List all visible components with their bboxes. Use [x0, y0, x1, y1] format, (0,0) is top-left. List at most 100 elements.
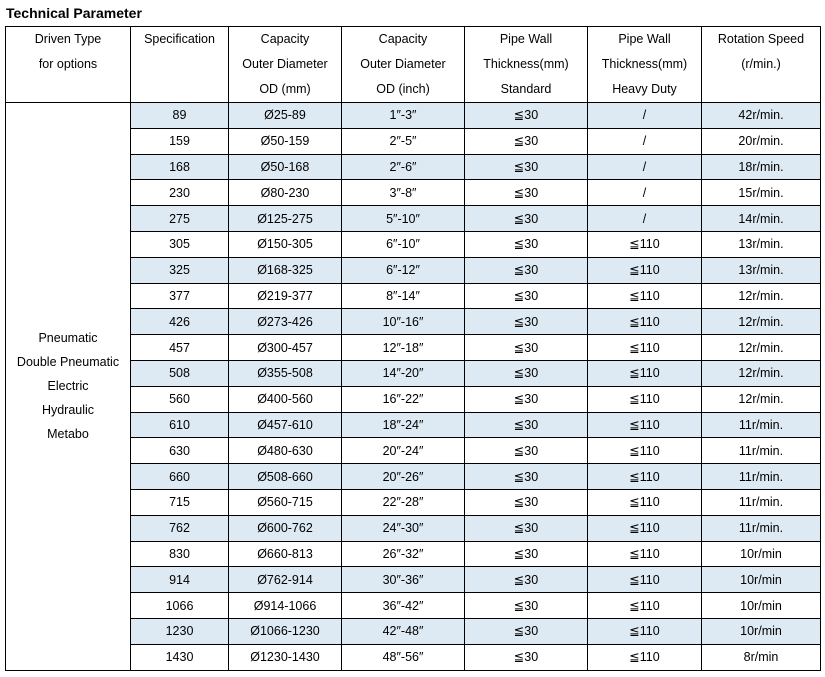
specification-cell: 275 [130, 205, 229, 232]
od-inch-cell: 30″-36″ [341, 566, 465, 594]
rotation-speed-cell: 15r/min. [701, 179, 821, 207]
wall-heavy-duty-cell: ≦110 [587, 463, 702, 490]
specification-cell: 610 [130, 411, 229, 439]
rotation-speed-cell: 8r/min [701, 643, 821, 671]
rotation-speed-cell: 18r/min. [701, 153, 821, 181]
od-mm-cell: Ø50-159 [228, 127, 342, 155]
wall-heavy-duty-cell: ≦110 [587, 282, 702, 310]
specification-cell: 457 [130, 334, 229, 361]
od-inch-cell: 18″-24″ [341, 411, 465, 439]
table-row: 715 Ø560-715 22″-28″ ≦30 ≦110 11r/min. [6, 488, 821, 516]
wall-standard-cell: ≦30 [464, 282, 588, 310]
rotation-speed-cell: 13r/min. [701, 256, 821, 284]
rotation-speed-cell: 11r/min. [701, 437, 821, 465]
header-line: for options [38, 57, 98, 71]
table-row: 377 Ø219-377 8″-14″ ≦30 ≦110 12r/min. [6, 282, 821, 310]
od-inch-cell: 24″-30″ [341, 514, 465, 542]
rotation-speed-cell: 12r/min. [701, 359, 821, 387]
specification-cell: 630 [130, 437, 229, 465]
rotation-speed-cell: 10r/min [701, 540, 821, 568]
rotation-speed-cell: 11r/min. [701, 463, 821, 490]
wall-standard-cell: ≦30 [464, 411, 588, 439]
wall-standard-cell: ≦30 [464, 514, 588, 542]
wall-standard-cell: ≦30 [464, 488, 588, 516]
wall-standard-cell: ≦30 [464, 127, 588, 155]
header-line: Pipe Wall [618, 32, 671, 46]
wall-standard-cell: ≦30 [464, 256, 588, 284]
header-line: (r/min.) [741, 57, 781, 71]
specification-cell: 89 [130, 102, 229, 129]
rotation-speed-cell: 12r/min. [701, 282, 821, 310]
specification-cell: 1430 [130, 643, 229, 671]
rotation-speed-cell: 11r/min. [701, 411, 821, 439]
wall-standard-cell: ≦30 [464, 643, 588, 671]
wall-heavy-duty-cell: / [587, 102, 702, 129]
rotation-speed-cell: 12r/min. [701, 385, 821, 413]
header-line: Standard [500, 82, 552, 96]
od-inch-cell: 6″-12″ [341, 256, 465, 284]
od-inch-cell: 12″-18″ [341, 334, 465, 361]
od-inch-cell: 26″-32″ [341, 540, 465, 568]
specification-cell: 168 [130, 153, 229, 181]
table-row: 560 Ø400-560 16″-22″ ≦30 ≦110 12r/min. [6, 385, 821, 413]
specification-cell: 325 [130, 256, 229, 284]
driven-type-item: Electric [47, 379, 89, 394]
driven-type-item: Metabo [47, 427, 89, 442]
od-inch-cell: 2″-6″ [341, 153, 465, 181]
header-wall-standard: Pipe Wall Thickness(mm) Standard [464, 26, 588, 103]
specification-cell: 914 [130, 566, 229, 594]
od-inch-cell: 8″-14″ [341, 282, 465, 310]
od-inch-cell: 14″-20″ [341, 359, 465, 387]
header-capacity-od-mm: Capacity Outer Diameter OD (mm) [228, 26, 342, 103]
wall-standard-cell: ≦30 [464, 308, 588, 336]
od-inch-cell: 5″-10″ [341, 205, 465, 232]
wall-standard-cell: ≦30 [464, 592, 588, 619]
wall-standard-cell: ≦30 [464, 179, 588, 207]
wall-heavy-duty-cell: ≦110 [587, 488, 702, 516]
od-mm-cell: Ø300-457 [228, 334, 342, 361]
od-mm-cell: Ø1066-1230 [228, 617, 342, 645]
od-inch-cell: 36″-42″ [341, 592, 465, 619]
od-inch-cell: 16″-22″ [341, 385, 465, 413]
wall-heavy-duty-cell: ≦110 [587, 566, 702, 594]
rotation-speed-cell: 11r/min. [701, 514, 821, 542]
od-inch-cell: 22″-28″ [341, 488, 465, 516]
header-line: Capacity [260, 32, 310, 46]
table-row: 426 Ø273-426 10″-16″ ≦30 ≦110 12r/min. [6, 308, 821, 336]
wall-standard-cell: ≦30 [464, 102, 588, 129]
rotation-speed-cell: 10r/min [701, 566, 821, 594]
rotation-speed-cell: 20r/min. [701, 127, 821, 155]
wall-heavy-duty-cell: ≦110 [587, 514, 702, 542]
wall-heavy-duty-cell: / [587, 179, 702, 207]
table-row: 914 Ø762-914 30″-36″ ≦30 ≦110 10r/min [6, 566, 821, 594]
od-mm-cell: Ø150-305 [228, 230, 342, 258]
driven-type-cell: Pneumatic Double Pneumatic Electric Hydraul… [5, 102, 131, 671]
od-mm-cell: Ø560-715 [228, 488, 342, 516]
header-driven-type: Driven Type for options [5, 26, 131, 103]
table-row: 762 Ø600-762 24″-30″ ≦30 ≦110 11r/min. [6, 514, 821, 542]
header-line: OD (mm) [259, 82, 311, 96]
wall-standard-cell: ≦30 [464, 359, 588, 387]
od-inch-cell: 3″-8″ [341, 179, 465, 207]
wall-heavy-duty-cell: ≦110 [587, 308, 702, 336]
driven-type-item: Pneumatic [38, 331, 98, 346]
table-row: 830 Ø660-813 26″-32″ ≦30 ≦110 10r/min [6, 540, 821, 568]
od-mm-cell: Ø400-560 [228, 385, 342, 413]
specification-cell: 305 [130, 230, 229, 258]
wall-heavy-duty-cell: ≦110 [587, 592, 702, 619]
od-mm-cell: Ø80-230 [228, 179, 342, 207]
table-row: 230 Ø80-230 3″-8″ ≦30/15r/min. [6, 179, 821, 207]
od-mm-cell: Ø914-1066 [228, 592, 342, 619]
specification-cell: 830 [130, 540, 229, 568]
header-wall-heavy-duty: Pipe Wall Thickness(mm) Heavy Duty [587, 26, 702, 103]
specification-cell: 560 [130, 385, 229, 413]
header-line: Thickness(mm) [483, 57, 569, 71]
specification-cell: 377 [130, 282, 229, 310]
od-mm-cell: Ø25-89 [228, 102, 342, 129]
rotation-speed-cell: 42r/min. [701, 102, 821, 129]
wall-standard-cell: ≦30 [464, 463, 588, 490]
header-line: Thickness(mm) [601, 57, 688, 71]
header-line: Outer Diameter [360, 57, 446, 71]
header-line: Outer Diameter [242, 57, 328, 71]
table-row: 630 Ø480-630 20″-24″ ≦30 ≦110 11r/min. [6, 437, 821, 465]
